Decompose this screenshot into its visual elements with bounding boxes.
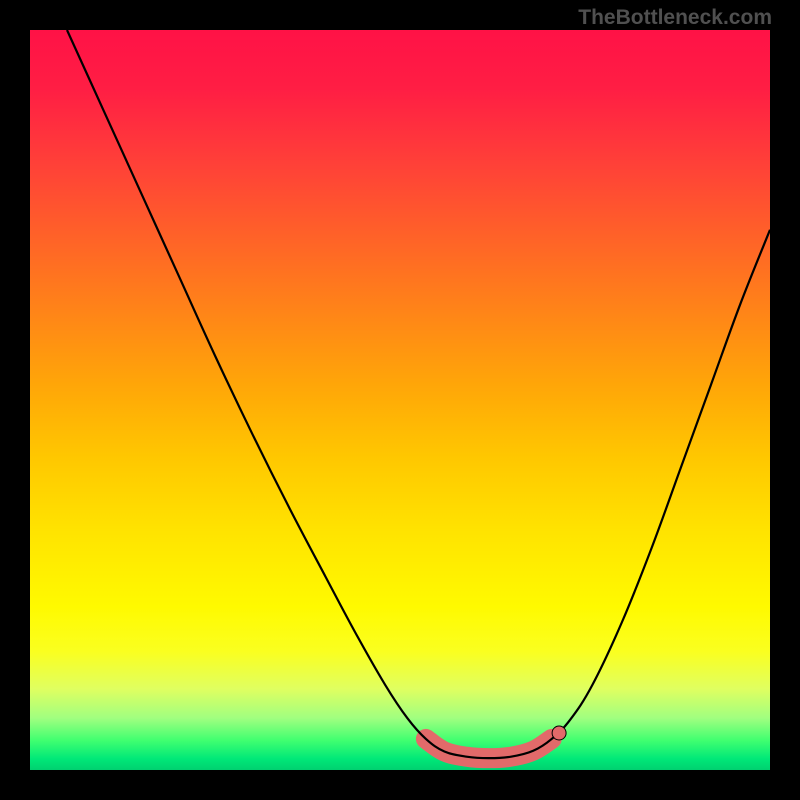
chart-svg xyxy=(30,30,770,770)
watermark-text: TheBottleneck.com xyxy=(578,6,772,30)
marker-dot xyxy=(552,726,566,740)
bottleneck-chart xyxy=(30,30,770,770)
chart-background xyxy=(30,30,770,770)
